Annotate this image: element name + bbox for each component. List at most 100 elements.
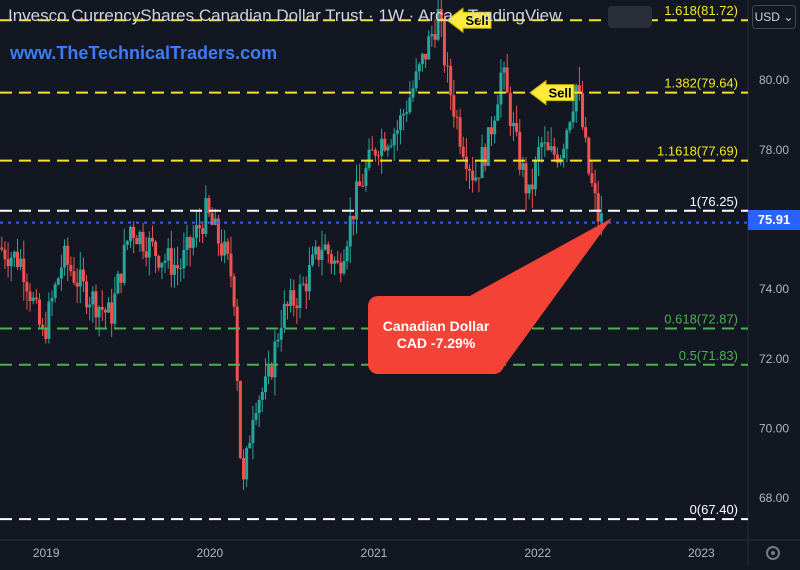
candle-body — [596, 193, 600, 222]
candle-body — [9, 257, 13, 267]
candle-body — [493, 120, 497, 135]
candle-body — [282, 303, 286, 328]
candle-body — [329, 254, 333, 264]
chevron-down-icon: ⌄ — [783, 10, 794, 24]
candle-body — [593, 183, 597, 194]
candle-body — [562, 148, 566, 159]
x-tick-label: 2020 — [197, 546, 224, 560]
candle-body — [533, 160, 537, 190]
fib-level-label: 0.5(71.83) — [679, 348, 738, 363]
fib-levels: 1.618(81.72) 1.382(79.64) 1.1618(77.69) 1(7… — [0, 3, 748, 521]
callout-line-1: Canadian Dollar — [382, 318, 490, 334]
candle-body — [248, 443, 252, 449]
candle-body — [154, 241, 158, 257]
candle-body — [229, 253, 233, 277]
candle-body — [50, 298, 54, 302]
candle-body — [47, 301, 51, 339]
candle-body — [150, 237, 154, 242]
candle-body — [113, 293, 117, 324]
fib-level-label: 1.382(79.64) — [664, 76, 738, 91]
candle-body — [207, 198, 211, 214]
candle-body — [336, 260, 340, 263]
candle-body — [543, 142, 547, 144]
candle-body — [398, 115, 402, 131]
candle-body — [320, 249, 324, 260]
candle-body — [568, 122, 572, 131]
candle-body — [198, 225, 202, 229]
candle-body — [94, 291, 98, 318]
candle-body — [386, 146, 390, 151]
y-tick-label: 78.00 — [759, 143, 789, 157]
candle-body — [521, 163, 525, 170]
y-tick-label: 70.00 — [759, 422, 789, 436]
candle-body — [511, 122, 515, 127]
callout-text: Canadian Dollar CAD -7.29% — [372, 318, 500, 352]
legend-toggle-button[interactable] — [608, 6, 652, 28]
candle-body — [97, 306, 101, 318]
currency-label: USD — [754, 10, 780, 24]
candle-body — [103, 309, 107, 313]
settings-gear-icon[interactable] — [766, 546, 780, 560]
candle-body — [530, 184, 534, 190]
chart-title: Invesco CurrencyShares Canadian Dollar T… — [8, 6, 562, 25]
candle-body — [185, 237, 189, 250]
candle-body — [128, 226, 132, 242]
candle-body — [169, 248, 173, 275]
currency-selector[interactable]: USD ⌄ — [752, 5, 796, 29]
candle-body — [414, 71, 418, 89]
candle-body — [361, 185, 365, 187]
candle-body — [251, 419, 255, 444]
candle-body — [464, 156, 468, 169]
candle-body — [223, 241, 227, 256]
candle-body — [285, 303, 289, 307]
candle-body — [367, 149, 371, 168]
candle-body — [37, 299, 41, 325]
candle-body — [515, 122, 519, 132]
candle-body — [502, 67, 506, 73]
candle-body — [546, 142, 550, 151]
candle-body — [505, 67, 509, 93]
candle-body — [571, 111, 575, 123]
candle-body — [439, 8, 443, 20]
candle-body — [138, 232, 142, 245]
candle-body — [135, 238, 139, 245]
sell-arrows: Sell Sell — [446, 7, 575, 106]
candle-body — [44, 329, 48, 339]
candle-body — [19, 258, 23, 267]
y-tick-label: 80.00 — [759, 73, 789, 87]
candle-body — [392, 133, 396, 146]
x-tick-label: 2022 — [524, 546, 551, 560]
candle-body — [69, 264, 73, 272]
candle-body — [157, 256, 161, 268]
sell-arrow-label: Sell — [548, 86, 571, 101]
candle-body — [518, 131, 522, 170]
candle-body — [307, 265, 311, 292]
candle-body — [348, 215, 352, 247]
candle-body — [427, 36, 431, 60]
fib-level-label: 1.618(81.72) — [664, 3, 738, 18]
candle-body — [132, 226, 136, 239]
candle-body — [194, 225, 198, 238]
candle-body — [179, 268, 183, 270]
candle-body — [364, 167, 368, 186]
candle-body — [213, 218, 217, 225]
candle-body — [6, 259, 10, 267]
candle-body — [389, 145, 393, 147]
candle-body — [574, 85, 578, 112]
candle-body — [125, 241, 129, 245]
candle-body — [144, 251, 148, 258]
sell-arrow-annotation: Sell — [529, 79, 575, 106]
candle-body — [235, 306, 239, 381]
candle-body — [395, 130, 399, 134]
candle-body — [370, 149, 374, 151]
candle-body — [298, 284, 302, 309]
candle-body — [63, 245, 67, 268]
candle-body — [295, 305, 299, 309]
candle-body — [376, 155, 380, 157]
fib-level-label: 0(67.40) — [690, 502, 738, 517]
x-tick-label: 2021 — [361, 546, 388, 560]
candle-body — [402, 113, 406, 116]
candle-body — [442, 19, 446, 66]
